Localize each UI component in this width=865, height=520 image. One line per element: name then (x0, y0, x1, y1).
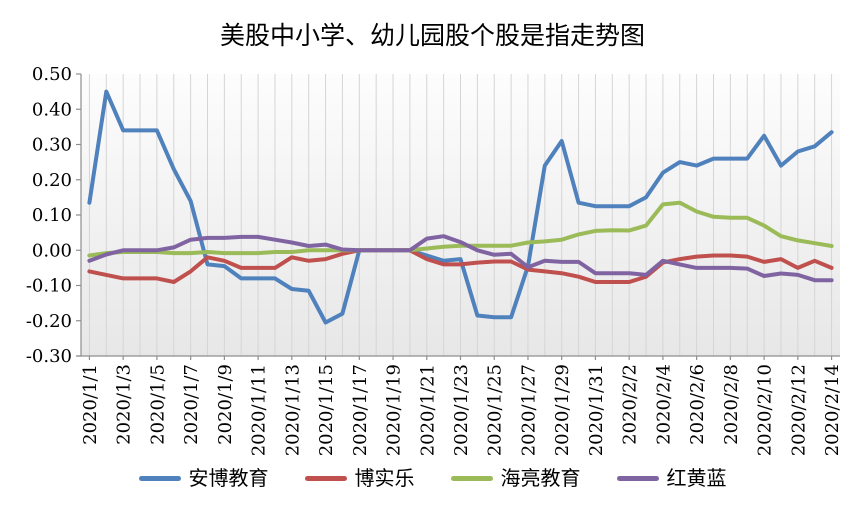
x-tick-label: 2020/1/7 (181, 364, 202, 445)
x-tick-label: 2020/1/21 (417, 364, 438, 456)
x-tick-label: 2020/1/1 (80, 364, 101, 445)
legend-line-swatch (304, 475, 347, 481)
x-tick-label: 2020/1/19 (384, 364, 405, 456)
chart-legend: 安博教育 博实乐 海亮教育 红黄蓝 (0, 468, 865, 488)
legend-line-swatch (616, 475, 659, 481)
x-tick-label: 2020/2/2 (620, 364, 641, 445)
x-tick-label: 2020/2/8 (721, 364, 742, 445)
legend-item-0: 安博教育 (138, 466, 269, 490)
legend-line-swatch (138, 475, 181, 481)
y-tick-label: -0.10 (26, 276, 72, 297)
chart-title: 美股中小学、幼儿园股个股是指走势图 (219, 21, 645, 50)
legend-line-swatch (450, 475, 493, 481)
x-tick-label: 2020/1/9 (215, 364, 236, 445)
legend-item-3: 红黄蓝 (616, 466, 727, 490)
x-axis-labels: 2020/1/1 2020/1/3 2020/1/5 2020/1/7 2020/1/9… (80, 364, 843, 456)
x-tick-label: 2020/2/14 (822, 364, 843, 456)
x-tick-label: 2020/1/13 (282, 364, 303, 456)
x-tick-label: 2020/2/10 (755, 364, 776, 456)
x-tick-label: 2020/1/15 (316, 364, 337, 456)
y-tick-label: -0.30 (26, 346, 72, 367)
legend-label: 海亮教育 (500, 466, 581, 490)
x-tick-label: 2020/1/17 (350, 364, 371, 456)
legend-label: 红黄蓝 (666, 466, 727, 490)
y-tick-label: 0.50 (32, 64, 72, 85)
y-tick-label: 0.30 (32, 135, 72, 156)
x-tick-label: 2020/2/6 (687, 364, 708, 445)
legend-label: 安博教育 (188, 466, 269, 490)
y-tick-label: 0.40 (32, 99, 72, 120)
legend-item-1: 博实乐 (304, 466, 415, 490)
y-tick-label: 0.10 (32, 205, 72, 226)
series-line-1 (87, 248, 834, 284)
x-tick-label: 2020/1/27 (518, 364, 539, 456)
x-tick-label: 2020/2/12 (788, 364, 809, 456)
x-tick-label: 2020/1/23 (451, 364, 472, 456)
legend-label: 博实乐 (354, 466, 415, 490)
x-tick-label: 2020/1/5 (147, 364, 168, 445)
axes (76, 73, 840, 360)
y-tick-label: -0.20 (26, 311, 72, 332)
series-line-0 (87, 89, 834, 325)
x-tick-label: 2020/1/29 (552, 364, 573, 456)
series-line-2 (87, 200, 834, 258)
y-tick-label: 0.00 (32, 240, 72, 261)
legend-item-2: 海亮教育 (450, 466, 581, 490)
x-tick-label: 2020/1/25 (485, 364, 506, 456)
series-line-3 (87, 234, 834, 283)
x-tick-label: 2020/1/11 (249, 364, 270, 456)
x-tick-label: 2020/2/4 (653, 364, 674, 445)
x-tick-label: 2020/1/31 (586, 364, 607, 456)
y-axis-labels: 0.50 0.40 0.30 0.20 0.10 0.00 -0.10 -0.20 -0.30 (26, 64, 72, 367)
y-tick-label: 0.20 (32, 170, 72, 191)
x-tick-label: 2020/1/3 (114, 364, 135, 445)
plot-gridlines (88, 74, 833, 356)
